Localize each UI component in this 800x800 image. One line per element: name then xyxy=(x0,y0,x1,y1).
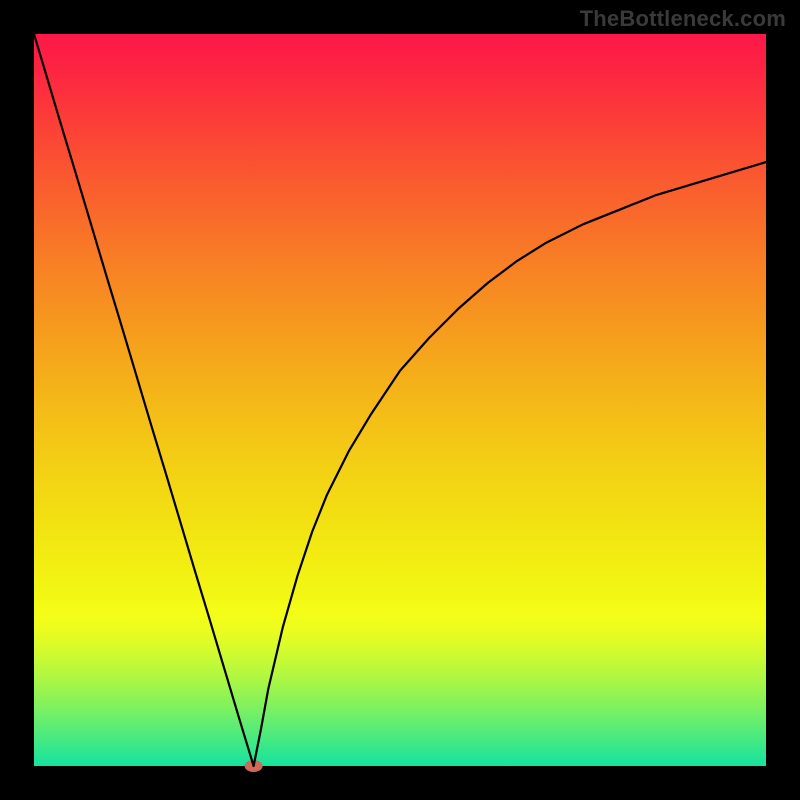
plot-svg xyxy=(0,0,800,800)
chart-root: TheBottleneck.com xyxy=(0,0,800,800)
